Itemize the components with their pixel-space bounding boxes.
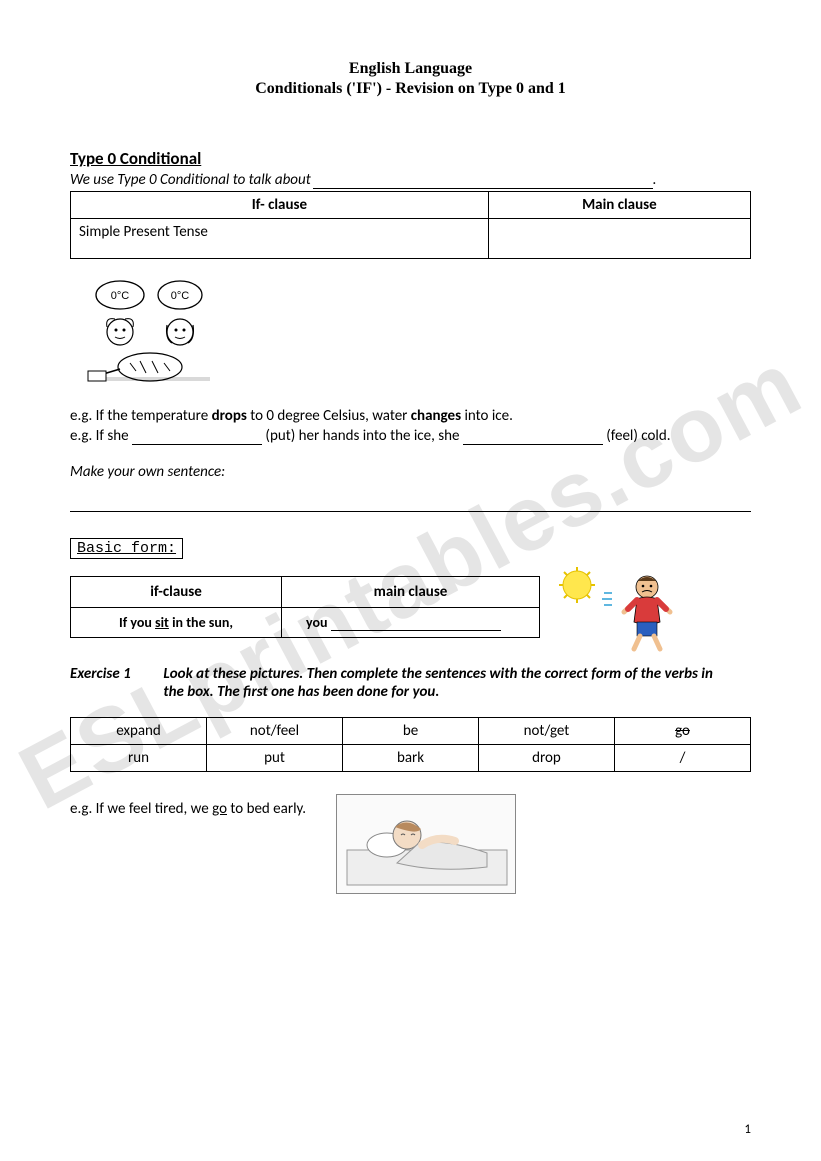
exercise1-label: Exercise 1 xyxy=(70,665,160,683)
verb-row-1: expand not/feel be not/get go xyxy=(71,718,751,745)
verb-1-2: not/feel xyxy=(207,718,343,745)
eg2-blank1[interactable] xyxy=(132,444,262,445)
type0-intro-suffix: . xyxy=(653,171,657,189)
doc-title-1: English Language xyxy=(70,60,751,78)
eg1-b2: changes xyxy=(411,407,461,425)
basic-r1c1-post: in the sun, xyxy=(169,614,233,631)
eg1: e.g. If the temperature drops to 0 degre… xyxy=(70,407,751,425)
eg2-blank2[interactable] xyxy=(463,444,603,445)
verb-2-2: put xyxy=(207,745,343,772)
eg-final-prefix: e.g. If we feel tired, we xyxy=(70,800,212,818)
eg-final-suffix: to bed early. xyxy=(227,800,306,818)
type0-intro-blank[interactable] xyxy=(313,188,653,189)
eg-final-u: go xyxy=(212,800,227,818)
sun-man-image xyxy=(552,567,692,647)
verb-2-3: bark xyxy=(343,745,479,772)
exercise1-instruction: Look at these pictures. Then complete th… xyxy=(163,665,723,701)
eg2-hint2: (feel) cold. xyxy=(603,427,671,445)
basic-r1c2: you xyxy=(282,608,540,638)
sleeping-image xyxy=(336,794,516,894)
basic-r1c1-pre: If you xyxy=(119,614,155,631)
exercise1: Exercise 1 Look at these pictures. Then … xyxy=(70,665,751,701)
eg1-suffix: into ice. xyxy=(461,407,513,425)
page-number: 1 xyxy=(744,1122,751,1137)
basic-r1c2-blank[interactable] xyxy=(331,630,501,631)
cartoon-science-image: 0°C 0°C xyxy=(70,277,751,397)
basic-h1: if-clause xyxy=(71,577,282,608)
svg-text:0°C: 0°C xyxy=(111,290,130,302)
verb-2-1: run xyxy=(71,745,207,772)
verb-row-2: run put bark drop / xyxy=(71,745,751,772)
basic-form-table: if-clause main clause If you sit in the … xyxy=(70,576,540,638)
type0-intro-prefix: We use Type 0 Conditional to talk about xyxy=(70,171,311,189)
type0-intro: We use Type 0 Conditional to talk about. xyxy=(70,171,751,189)
verb-2-4: drop xyxy=(479,745,615,772)
eg1-mid: to 0 degree Celsius, water xyxy=(247,407,411,425)
type0-table-h1: If- clause xyxy=(71,192,489,219)
verb-1-4: not/get xyxy=(479,718,615,745)
verb-1-5-strike: go xyxy=(675,722,690,740)
make-own-blank-line[interactable] xyxy=(70,511,751,512)
eg1-prefix: e.g. If the temperature xyxy=(70,407,212,425)
verb-box-table: expand not/feel be not/get go run put ba… xyxy=(70,717,751,772)
type0-table-r1c2[interactable] xyxy=(488,219,750,259)
basic-h2: main clause xyxy=(282,577,540,608)
basic-form-label: Basic form: xyxy=(70,538,183,559)
basic-r1c1-u: sit xyxy=(155,614,169,631)
eg2-hint1: (put) her hands into the ice, she xyxy=(265,427,462,445)
section-heading-type0: Type 0 Conditional xyxy=(70,148,751,169)
verb-1-1: expand xyxy=(71,718,207,745)
type0-table-r1c1: Simple Present Tense xyxy=(71,219,489,259)
verb-1-3: be xyxy=(343,718,479,745)
doc-title-2: Conditionals ('IF') - Revision on Type 0… xyxy=(70,80,751,98)
type0-table-h2: Main clause xyxy=(488,192,750,219)
eg2-prefix: e.g. If she xyxy=(70,427,132,445)
make-own-sentence-label: Make your own sentence: xyxy=(70,463,751,481)
eg1-b1: drops xyxy=(212,407,247,425)
eg-final: e.g. If we feel tired, we go to bed earl… xyxy=(70,794,306,818)
basic-form-label-box: Basic form: xyxy=(70,538,751,567)
svg-text:0°C: 0°C xyxy=(171,290,190,302)
type0-table: If- clause Main clause Simple Present Te… xyxy=(70,191,751,259)
basic-r1c2-pre: you xyxy=(306,614,331,631)
verb-2-5: / xyxy=(615,745,751,772)
eg2: e.g. If she (put) her hands into the ice… xyxy=(70,427,751,445)
verb-1-5: go xyxy=(615,718,751,745)
basic-r1c1: If you sit in the sun, xyxy=(71,608,282,638)
